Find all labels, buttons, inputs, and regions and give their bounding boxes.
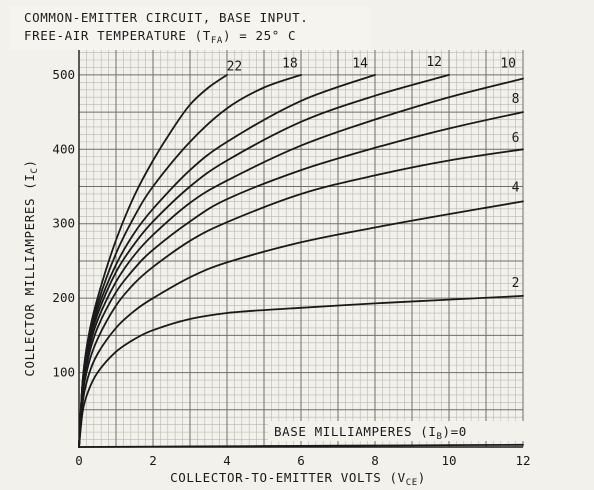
y-axis-label-text: COLLECTOR MILLIAMPERES (I: [22, 174, 37, 377]
curve-ib-2: [78, 295, 524, 448]
chart-title: COMMON-EMITTER CIRCUIT, BASE INPUT. FREE…: [10, 6, 370, 50]
curve-label-8: 8: [512, 92, 520, 107]
curve-label-14: 14: [352, 56, 368, 71]
y-tick-label: 300: [52, 216, 75, 231]
x-tick-label: 6: [297, 453, 305, 468]
curve-labels: 22 18 14 12 10 8 6 4 2: [227, 55, 520, 291]
title-line-2: FREE-AIR TEMPERATURE (TFA) = 25° C: [24, 28, 296, 46]
family-label-subscript: B: [437, 432, 443, 442]
y-tick-label: 500: [52, 67, 75, 82]
family-label-text: BASE MILLIAMPERES (I: [274, 424, 437, 439]
x-tick-label: 12: [515, 453, 530, 468]
curve-label-2: 2: [512, 276, 520, 291]
curve-label-12: 12: [426, 55, 442, 70]
curve-ib-8: [78, 111, 524, 448]
curve-label-18: 18: [282, 56, 298, 71]
x-axis-label: COLLECTOR-TO-EMITTER VOLTS (VCE): [170, 470, 426, 488]
x-tick-label: 4: [223, 453, 231, 468]
x-axis-label-text: COLLECTOR-TO-EMITTER VOLTS (V: [170, 470, 406, 485]
family-label-close: )=0: [443, 424, 467, 439]
curve-label-22: 22: [227, 59, 243, 74]
y-tick-label: 400: [52, 141, 75, 156]
curve-ib-0: [78, 443, 524, 448]
title-line-2-text: FREE-AIR TEMPERATURE (T: [24, 28, 211, 43]
x-tick-label: 8: [371, 453, 379, 468]
curves: [78, 74, 524, 448]
y-tick-label: 200: [52, 290, 75, 305]
curve-label-6: 6: [512, 131, 520, 146]
y-axis-label-close: ): [22, 159, 37, 167]
family-label-group: BASE MILLIAMPERES (IB)=0: [268, 421, 526, 442]
curve-label-10: 10: [500, 56, 516, 71]
title-line-2-end: ) = 25° C: [222, 28, 297, 43]
y-tick-label: 100: [52, 365, 75, 380]
family-label: BASE MILLIAMPERES (IB)=0: [274, 424, 467, 442]
family-label-bg: [268, 421, 526, 441]
curve-ib-22: [78, 74, 228, 448]
x-tick-label: 0: [75, 453, 83, 468]
y-axis-label-subscript: C: [30, 167, 40, 173]
tick-labels: 0 2 4 6 8 10 12 100 200 300 400 500: [52, 67, 530, 468]
curve-ib-4: [78, 200, 524, 448]
y-axis-label: COLLECTOR MILLIAMPERES (IC): [22, 159, 40, 376]
x-tick-label: 2: [149, 453, 157, 468]
title-line-1: COMMON-EMITTER CIRCUIT, BASE INPUT.: [24, 10, 309, 25]
title-subscript: FA: [210, 36, 223, 46]
curve-ib-6: [78, 148, 524, 448]
x-axis-label-subscript: CE: [406, 478, 418, 488]
x-tick-label: 10: [441, 453, 456, 468]
x-axis-label-close: ): [418, 470, 426, 485]
curve-label-4: 4: [512, 181, 520, 196]
